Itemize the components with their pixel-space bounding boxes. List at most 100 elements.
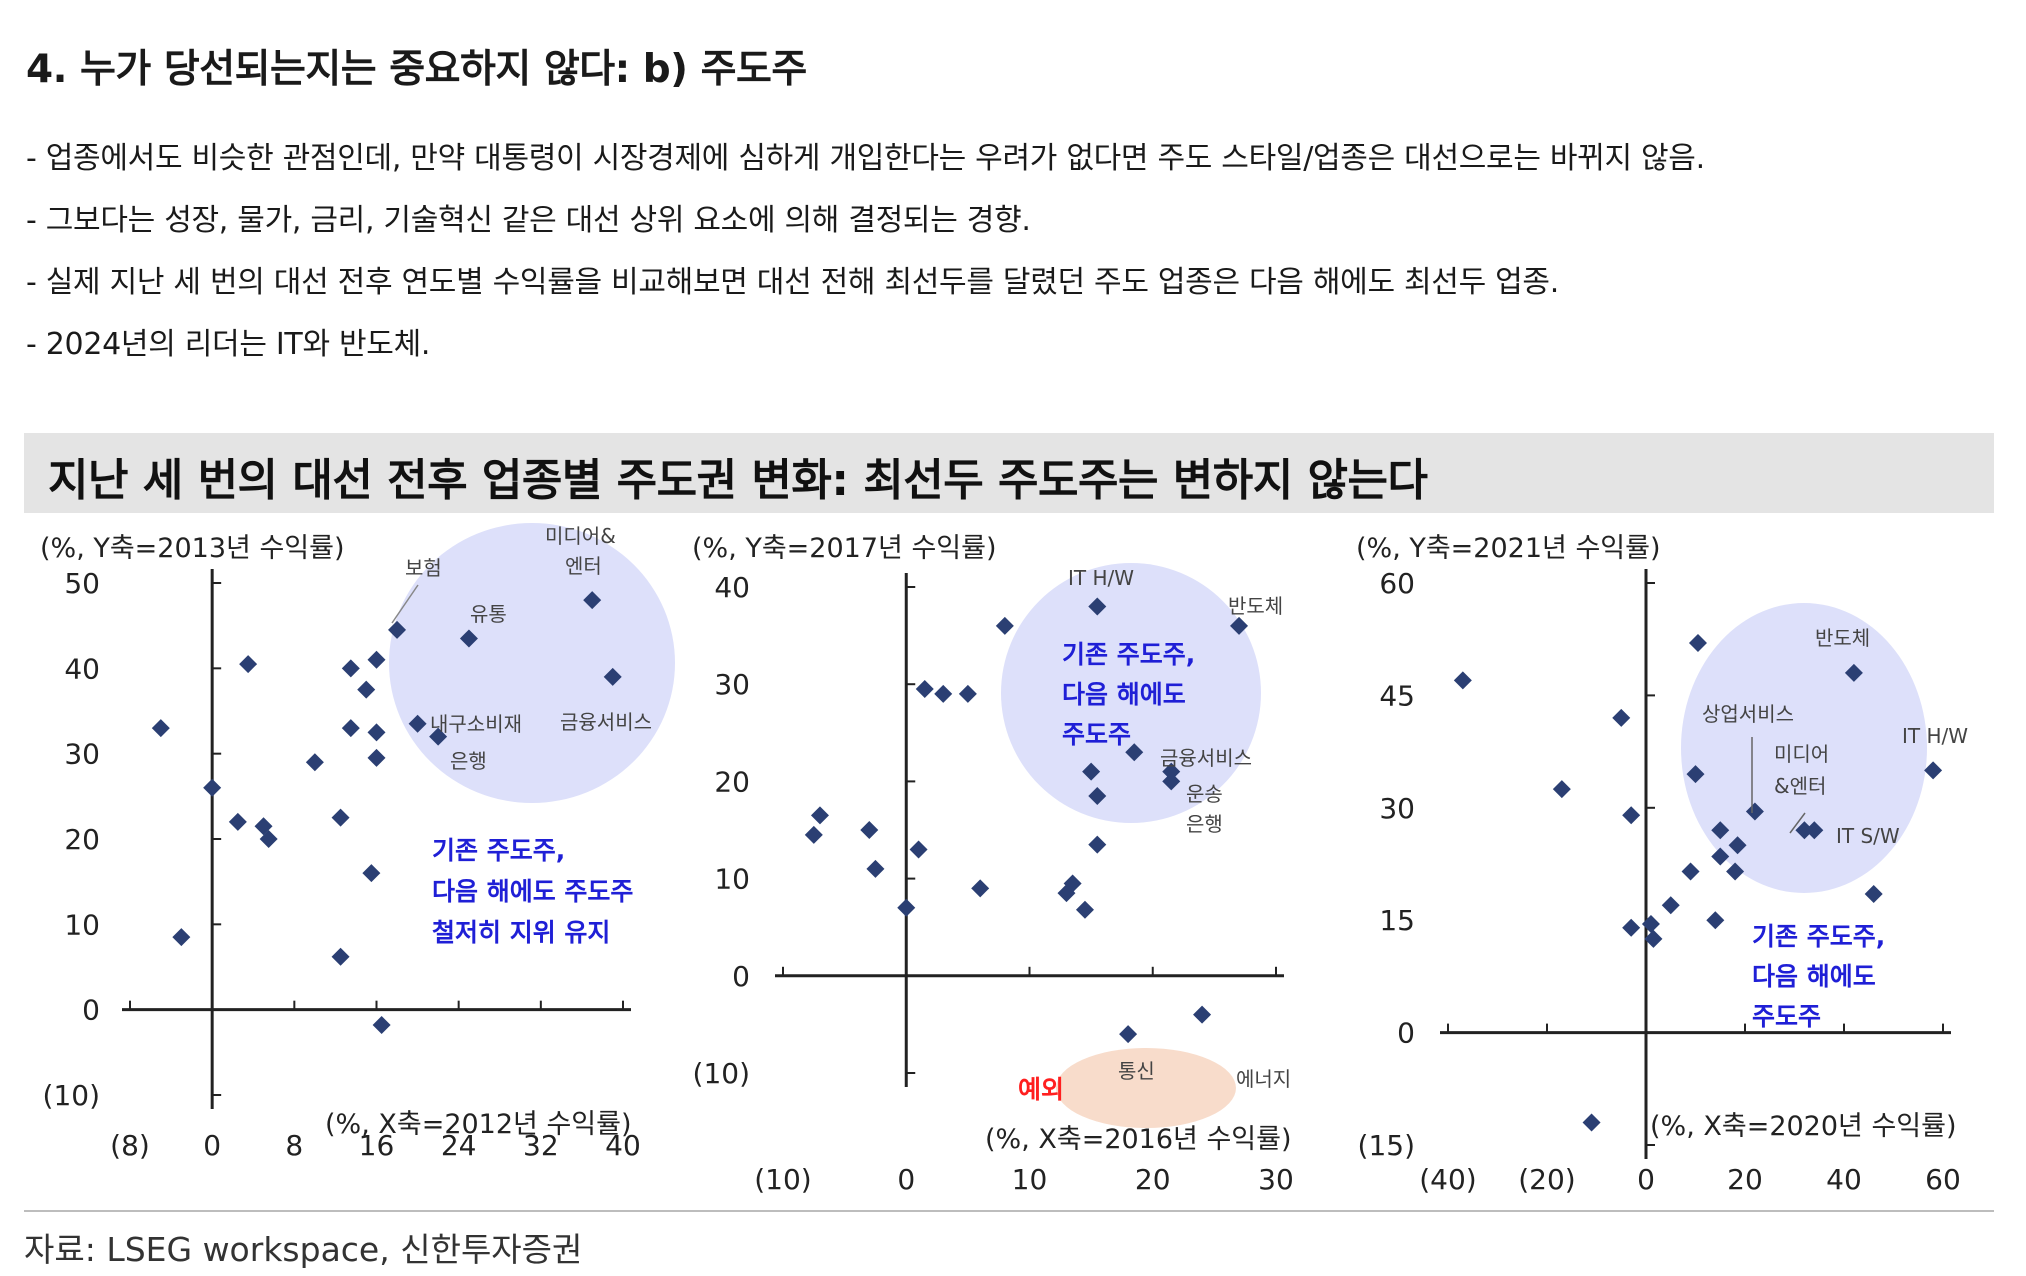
data-point bbox=[909, 840, 928, 859]
y-tick-label: 60 bbox=[1379, 567, 1415, 600]
x-tick-label: 60 bbox=[1925, 1163, 1961, 1196]
bullet-list: - 업종에서도 비슷한 관점인데, 만약 대통령이 시장경제에 심하게 개입한다… bbox=[26, 128, 1705, 376]
data-point bbox=[1063, 874, 1082, 893]
data-point bbox=[1453, 671, 1472, 690]
bullet-item: - 업종에서도 비슷한 관점인데, 만약 대통령이 시장경제에 심하게 개입한다… bbox=[26, 141, 1705, 176]
chart-2016-2017: (%, Y축=2017년 수익률) (%, X축=2016년 수익률) (10)… bbox=[692, 533, 1294, 1196]
point-label-semiconductor: 반도체 bbox=[1228, 594, 1283, 618]
x-axis-title: (%, X축=2012년 수익률) bbox=[325, 1109, 632, 1140]
data-point bbox=[259, 830, 278, 848]
data-point bbox=[1644, 929, 1663, 948]
y-tick-label: 10 bbox=[64, 908, 100, 941]
y-tick-label: 40 bbox=[64, 652, 100, 685]
y-tick-label: 0 bbox=[732, 960, 750, 993]
point-label-it-hw: IT H/W bbox=[1068, 566, 1134, 590]
y-axis-title: (%, Y축=2017년 수익률) bbox=[692, 533, 997, 564]
data-point bbox=[1641, 914, 1660, 933]
bullet-item: - 실제 지난 세 번의 대선 전후 연도별 수익률을 비교해보면 대선 전해 … bbox=[26, 265, 1559, 300]
point-label-entertainment: &엔터 bbox=[1774, 774, 1826, 798]
point-label-commercial-services: 상업서비스 bbox=[1702, 702, 1794, 726]
point-label-it-hw: IT H/W bbox=[1902, 724, 1968, 748]
data-point bbox=[810, 806, 829, 825]
data-point bbox=[866, 859, 885, 878]
data-point bbox=[341, 719, 360, 738]
data-point bbox=[1082, 762, 1101, 781]
x-tick-label: (40) bbox=[1419, 1163, 1476, 1196]
bottom-divider bbox=[24, 1210, 1994, 1212]
data-point bbox=[1924, 761, 1943, 780]
point-label-financial-services: 금융서비스 bbox=[560, 710, 652, 734]
y-tick-label: (15) bbox=[1358, 1129, 1415, 1162]
annotation-pointer bbox=[391, 584, 419, 624]
data-point bbox=[151, 719, 170, 738]
data-point bbox=[1745, 802, 1764, 821]
chart-2012-2013: (%, Y축=2013년 수익률) (%, X축=2012년 수익률) (10)… bbox=[40, 523, 675, 1162]
leader-line bbox=[1789, 812, 1806, 834]
figure-title-banner: 지난 세 번의 대선 전후 업종별 주도권 변화: 최선두 주도주는 변하지 않… bbox=[24, 433, 1994, 513]
y-tick-label: 20 bbox=[714, 765, 750, 798]
page-heading: 4. 누가 당선되는지는 중요하지 않다: b) 주도주 bbox=[26, 47, 807, 92]
data-point bbox=[1686, 765, 1705, 784]
data-point bbox=[1552, 780, 1571, 799]
data-point bbox=[1844, 663, 1863, 682]
data-point bbox=[995, 616, 1014, 635]
y-tick-label: (10) bbox=[43, 1079, 100, 1112]
point-label-retail: 유통 bbox=[470, 602, 507, 626]
exception-label: 예외 bbox=[1018, 1075, 1064, 1104]
point-label-transport: 운송 bbox=[1186, 782, 1223, 806]
x-axis-title: (%, X축=2016년 수익률) bbox=[985, 1124, 1292, 1155]
y-tick-label: 15 bbox=[1379, 904, 1415, 937]
data-point bbox=[372, 1016, 391, 1035]
point-label-insurance: 보험 bbox=[405, 556, 442, 580]
x-axis-title: (%, X축=2020년 수익률) bbox=[1650, 1111, 1957, 1142]
data-point bbox=[603, 667, 622, 686]
data-point bbox=[367, 650, 386, 669]
data-point bbox=[1230, 616, 1249, 635]
data-point bbox=[583, 591, 602, 610]
data-point bbox=[388, 620, 407, 639]
data-point bbox=[1088, 786, 1107, 805]
data-point bbox=[1125, 743, 1144, 762]
data-point bbox=[1612, 708, 1631, 727]
leaders-highlight-circle bbox=[1001, 563, 1261, 823]
callout-line: 기존 주도주, bbox=[1062, 640, 1195, 669]
data-point bbox=[1661, 896, 1680, 915]
data-point bbox=[1582, 1113, 1601, 1132]
point-label-bank: 은행 bbox=[1186, 812, 1223, 836]
point-label-telecom: 통신 bbox=[1118, 1059, 1155, 1083]
x-tick-label: 40 bbox=[1826, 1163, 1862, 1196]
x-tick-label: 20 bbox=[1135, 1163, 1171, 1196]
x-tick-label: 0 bbox=[203, 1129, 221, 1162]
y-tick-label: 20 bbox=[64, 823, 100, 856]
data-point bbox=[1805, 821, 1824, 840]
data-point bbox=[1075, 900, 1094, 919]
y-tick-label: (10) bbox=[693, 1057, 750, 1090]
x-tick-label: 16 bbox=[359, 1129, 395, 1162]
bullet-item: - 2024년의 리더는 IT와 반도체. bbox=[26, 327, 431, 362]
data-point bbox=[804, 825, 823, 844]
data-point bbox=[172, 928, 191, 947]
data-point bbox=[1622, 918, 1641, 937]
point-label-entertainment: 엔터 bbox=[565, 554, 602, 578]
callout-line: 다음 해에도 bbox=[1062, 680, 1186, 709]
leaders-highlight-circle bbox=[1681, 603, 1927, 893]
data-point bbox=[1711, 821, 1730, 840]
point-label-it-sw: IT S/W bbox=[1836, 824, 1900, 848]
data-point bbox=[331, 808, 350, 827]
x-tick-label: 8 bbox=[285, 1129, 303, 1162]
y-tick-label: 0 bbox=[1397, 1017, 1415, 1050]
x-tick-label: 24 bbox=[441, 1129, 477, 1162]
x-tick-label: 10 bbox=[1012, 1163, 1048, 1196]
data-point bbox=[860, 821, 879, 839]
x-tick-label: 32 bbox=[523, 1129, 559, 1162]
callout-line: 철저히 지위 유지 bbox=[432, 918, 610, 947]
data-point bbox=[915, 680, 934, 699]
data-point bbox=[958, 684, 977, 703]
x-tick-label: 20 bbox=[1727, 1163, 1763, 1196]
data-point bbox=[1681, 862, 1700, 881]
y-tick-label: 10 bbox=[714, 863, 750, 896]
y-tick-label: 0 bbox=[82, 994, 100, 1027]
data-point bbox=[367, 723, 386, 742]
data-point bbox=[1162, 772, 1181, 791]
y-axis-title: (%, Y축=2021년 수익률) bbox=[1356, 533, 1661, 564]
